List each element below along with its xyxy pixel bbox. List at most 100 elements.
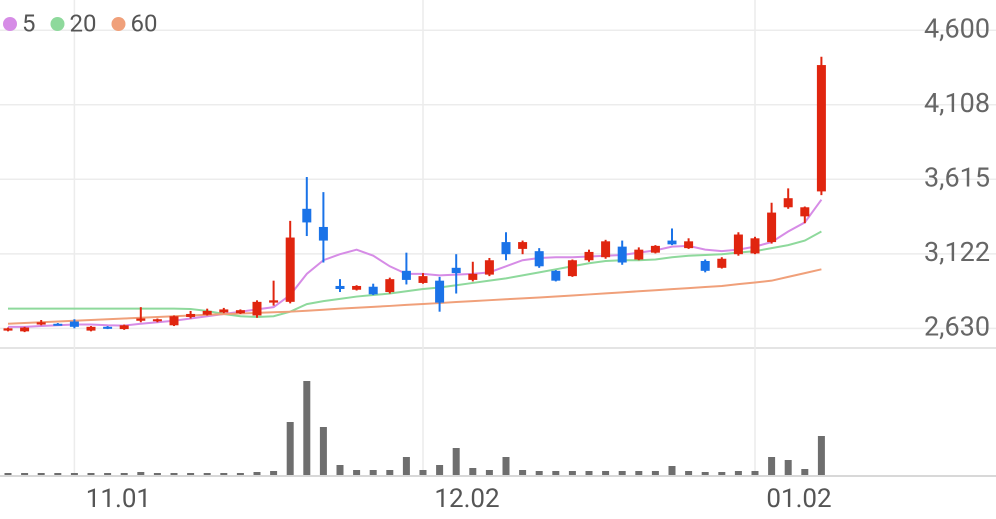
- volume-bar: [120, 473, 128, 475]
- candle-body: [269, 300, 279, 303]
- volume-bar: [137, 472, 145, 475]
- volume-bar: [170, 473, 178, 475]
- candle-body: [700, 261, 710, 271]
- volume-bar: [618, 471, 626, 475]
- candle-body: [501, 242, 511, 255]
- legend-label: 20: [70, 9, 97, 37]
- volume-bar: [419, 470, 427, 475]
- candle-body: [186, 313, 196, 317]
- volume-bar: [585, 471, 593, 475]
- candle-body: [235, 310, 245, 314]
- ma-line: [8, 230, 822, 318]
- volume-bar: [734, 471, 742, 475]
- legend-swatch: [111, 17, 126, 31]
- x-tick-label: 11.01: [86, 484, 151, 514]
- candle-body: [20, 327, 30, 332]
- y-tick-label: 4,600: [924, 12, 990, 44]
- candle-body: [650, 245, 660, 253]
- candle-body: [202, 310, 212, 315]
- volume-bar: [336, 465, 344, 475]
- y-tick-label: 3,615: [924, 161, 990, 193]
- volume-bar: [21, 473, 29, 475]
- candle-body: [335, 285, 345, 289]
- candle-body: [684, 241, 694, 249]
- volume-bar: [37, 473, 45, 475]
- candle-body: [435, 280, 445, 303]
- candle-body: [816, 65, 826, 192]
- candle-body: [551, 270, 561, 281]
- x-tick-label: 12.02: [434, 484, 499, 514]
- volume-bar: [535, 471, 543, 475]
- legend-label: 60: [130, 9, 157, 37]
- volume-bar: [751, 471, 759, 475]
- candle-body: [733, 234, 743, 255]
- volume-bar: [469, 468, 477, 475]
- volume-bar: [519, 470, 527, 475]
- candle-body: [86, 326, 96, 331]
- legend-swatch: [3, 17, 17, 31]
- volume-bar: [718, 472, 726, 475]
- volume-bar: [651, 471, 659, 475]
- legend-swatch: [50, 17, 65, 31]
- candle-body: [468, 273, 478, 280]
- candle-body: [69, 321, 79, 327]
- volume-bar: [236, 473, 244, 475]
- volume-bar: [369, 470, 377, 475]
- candle-body: [767, 212, 777, 243]
- legend-label: 5: [22, 9, 36, 37]
- volume-bar: [153, 473, 161, 475]
- candle-body: [567, 260, 577, 277]
- y-tick-label: 3,122: [924, 236, 990, 268]
- volume-bar: [685, 471, 693, 475]
- candle-body: [285, 237, 295, 302]
- candle-body: [800, 207, 810, 217]
- volume-bar: [784, 460, 792, 475]
- candle-body: [634, 249, 644, 260]
- volume-bar: [701, 472, 709, 475]
- volume-bar: [4, 473, 12, 475]
- candle-body: [103, 326, 113, 329]
- candle-body: [352, 285, 362, 290]
- ma-line: [7, 268, 822, 325]
- volume-bar: [319, 427, 327, 475]
- volume-bar: [87, 473, 95, 475]
- volume-bar: [502, 457, 510, 475]
- volume-bar: [602, 471, 610, 475]
- candle-body: [136, 318, 146, 321]
- y-tick-label: 4,108: [924, 87, 990, 119]
- volume-bar: [817, 436, 825, 475]
- candle-body: [484, 260, 494, 275]
- candle-body: [667, 240, 677, 245]
- candle-body: [750, 238, 760, 254]
- volume-bar: [452, 448, 460, 475]
- candle-body: [368, 286, 378, 295]
- candle-body: [219, 309, 229, 313]
- candle-body: [385, 279, 395, 293]
- candle-body: [152, 319, 162, 322]
- volume-bar: [436, 465, 444, 475]
- y-tick-label: 2,630: [924, 310, 990, 342]
- candle-body: [451, 267, 461, 274]
- candle-body: [584, 251, 594, 261]
- candle-body: [252, 301, 262, 316]
- candle-body: [534, 251, 544, 267]
- candle-body: [518, 242, 528, 249]
- candle-body: [36, 322, 46, 325]
- candle-body: [3, 328, 13, 331]
- volume-bar: [552, 471, 560, 475]
- volume-bar: [402, 457, 410, 475]
- volume-bar: [270, 471, 278, 475]
- volume-bar: [70, 473, 78, 475]
- candle-body: [617, 246, 627, 263]
- candle-body: [318, 226, 328, 241]
- volume-bar: [54, 473, 62, 475]
- volume-bar: [635, 471, 643, 475]
- volume-bar: [485, 470, 493, 475]
- volume-bar: [104, 473, 112, 475]
- volume-bar: [801, 469, 809, 475]
- volume-bar: [220, 473, 228, 475]
- volume-bar: [303, 381, 311, 475]
- candle-body: [119, 325, 129, 330]
